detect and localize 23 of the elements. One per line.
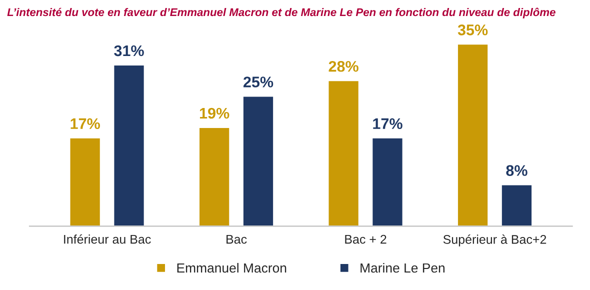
x-tick-label: Inférieur au Bac <box>64 234 151 244</box>
data-label: 35% <box>458 24 488 36</box>
x-tick-label: Bac + 2 <box>345 234 386 244</box>
bar <box>112 64 146 226</box>
x-tick-label: Supérieur à Bac+2 <box>443 234 546 246</box>
data-label: 31% <box>114 45 144 56</box>
data-label: 28% <box>328 60 358 72</box>
data-label: 19% <box>200 108 230 119</box>
legend-label: Marine Le Pen <box>360 262 444 273</box>
x-tick-label: Bac <box>226 234 247 244</box>
bar <box>456 43 489 226</box>
data-label: 17% <box>373 118 402 130</box>
legend-label: Emmanuel Macron <box>177 262 286 273</box>
data-label: 25% <box>243 76 274 88</box>
bar <box>371 136 404 226</box>
bar <box>198 126 231 226</box>
bar <box>242 95 274 226</box>
bar <box>68 136 102 226</box>
bar <box>500 184 533 226</box>
chart-title: L’intensité du vote en faveur d’Emmanuel Macron et de Marine Le Pen en fonction du niveau de diplôme <box>7 8 556 18</box>
bar <box>327 80 360 226</box>
data-label: 8% <box>506 165 528 176</box>
data-label: 17% <box>70 118 100 130</box>
